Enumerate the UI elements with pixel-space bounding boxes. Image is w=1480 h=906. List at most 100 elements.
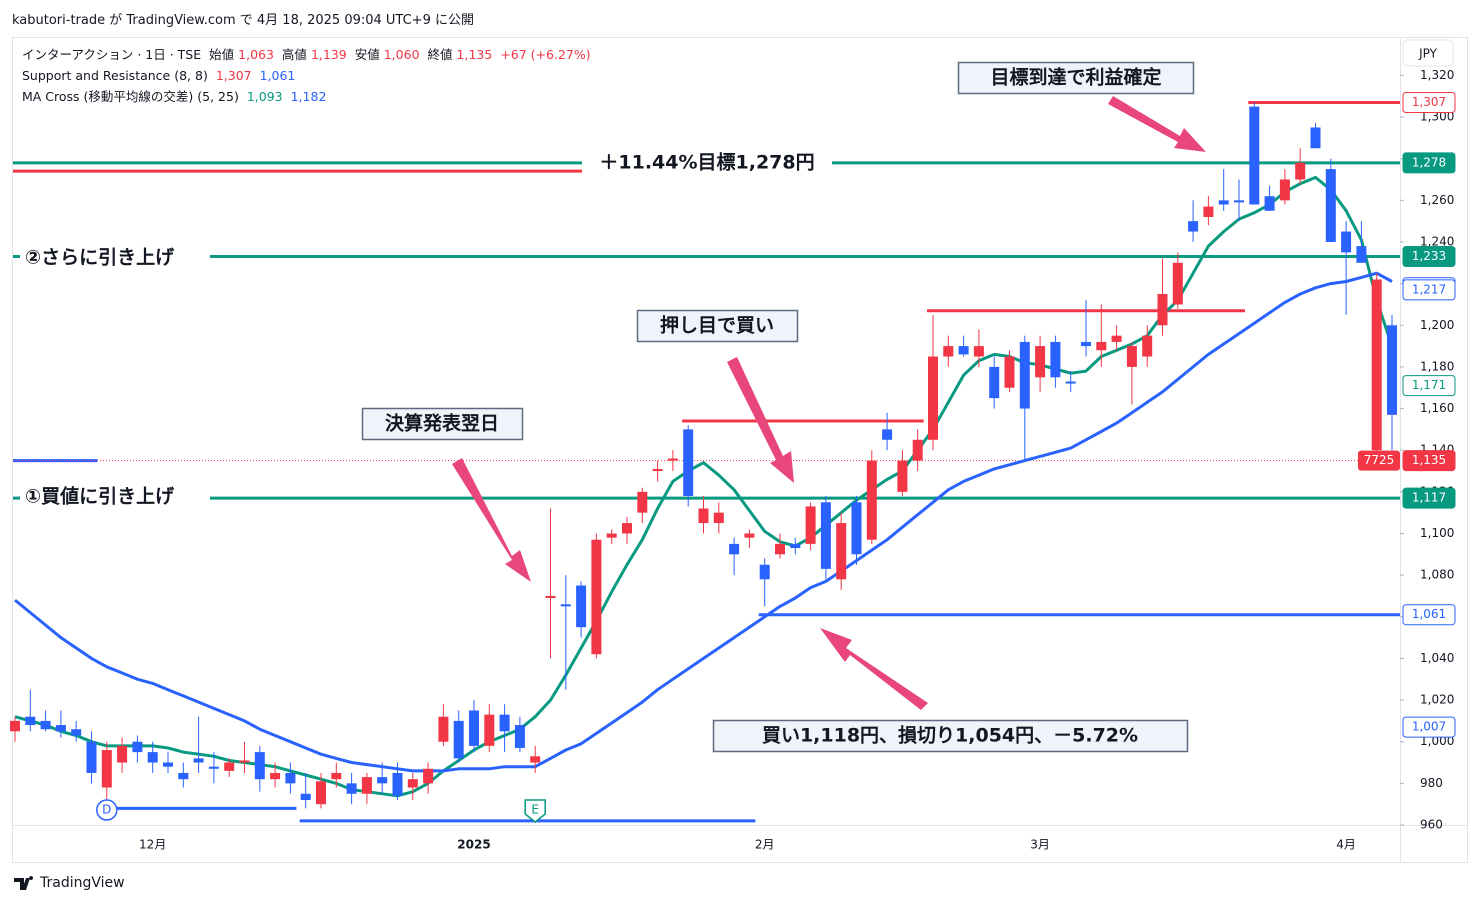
price-label: 1,307 — [1412, 95, 1446, 109]
arrows — [452, 96, 1206, 710]
candle-body — [545, 595, 556, 599]
candle-body — [25, 716, 36, 726]
candle-body — [1387, 325, 1397, 415]
currency: JPY — [1418, 47, 1438, 61]
candle-body — [851, 502, 862, 555]
candle-body — [224, 762, 235, 771]
price-label: 1,217 — [1412, 282, 1446, 296]
price-label-box — [1402, 487, 1456, 509]
symbol: インターアクション · 1日 · TSE — [22, 47, 202, 62]
indicator-value: 1,061 — [259, 68, 296, 83]
candle-body — [866, 460, 877, 540]
annotation-box — [361, 407, 524, 441]
y-tick-label: 980 — [1420, 776, 1443, 790]
candle-body — [86, 741, 97, 773]
candle-body — [469, 710, 479, 746]
candle-body — [1264, 196, 1275, 211]
candle-body — [10, 720, 20, 732]
y-tick-label: 1,000 — [1420, 734, 1454, 748]
candle-body — [361, 777, 372, 794]
label-bg — [582, 150, 832, 174]
indicator-value: 1,093 — [246, 89, 283, 104]
candle-body — [698, 508, 709, 524]
indicator-value: 1,182 — [290, 89, 327, 104]
legend-row: Support and Resistance (8, 8) 1,307 1,06… — [22, 65, 595, 86]
candle-body — [1249, 106, 1260, 205]
candle-body — [1188, 221, 1199, 232]
candle-body — [1111, 335, 1122, 342]
y-tick-label: 1,040 — [1420, 651, 1454, 665]
y-tick-label: 1,200 — [1420, 318, 1454, 332]
candle-body — [178, 772, 189, 780]
candle-body — [499, 714, 510, 732]
candle-body — [1142, 335, 1153, 357]
candle-body — [530, 756, 541, 763]
y-tick-label: 1,300 — [1420, 110, 1454, 124]
candle-body — [683, 429, 694, 497]
arrow — [452, 458, 531, 582]
candle-body — [759, 564, 770, 580]
indicator-value: 1,307 — [215, 68, 252, 83]
candle-body — [392, 772, 403, 796]
x-tick-label: 2025 — [457, 838, 490, 852]
y-tick-label: 1,020 — [1420, 693, 1454, 707]
candle-body — [55, 725, 66, 732]
y-tick-label: 1,160 — [1420, 401, 1454, 415]
event-label: E — [531, 803, 539, 817]
change: +67 (+6.27%) — [500, 47, 591, 62]
price-label: 1,117 — [1412, 491, 1446, 505]
price-label-box — [1402, 246, 1456, 268]
y-tick-label: 1,320 — [1420, 68, 1454, 82]
candle-body — [622, 523, 632, 534]
candle-body — [576, 585, 587, 628]
price-axis: JPY 960 980 1,000 1,020 1,040 1,060 1,080 1,100… — [139, 39, 1456, 852]
event-marker — [96, 799, 118, 821]
candle-body — [1356, 246, 1367, 263]
candle-body — [1050, 341, 1061, 378]
candle-body — [667, 458, 678, 461]
arrow — [727, 357, 794, 483]
annotation: ＋11.44%目標1,278円 — [599, 151, 814, 174]
candle-body — [208, 766, 219, 769]
candle-body — [744, 533, 755, 538]
candle-body — [820, 502, 831, 569]
arrow — [1108, 96, 1206, 152]
candle-body — [285, 772, 296, 784]
candle-body — [1081, 341, 1091, 347]
annotation-box — [957, 61, 1195, 95]
ohlc-label: 始値 — [209, 47, 235, 62]
candle-body — [973, 346, 984, 357]
candle-body — [1019, 341, 1030, 409]
annotation: 押し目で買い — [660, 314, 774, 337]
candle-body — [71, 729, 82, 736]
candle-body — [132, 741, 143, 753]
candle-body — [912, 439, 923, 461]
candle-body — [1371, 279, 1382, 451]
candle-body — [836, 523, 847, 580]
price-label-box — [1402, 279, 1456, 301]
x-tick-label: 3月 — [1030, 838, 1050, 852]
candle-body — [1325, 169, 1336, 242]
candle-body — [40, 720, 51, 730]
candle-body — [239, 760, 250, 763]
candle-body — [407, 779, 418, 788]
candle-body — [1096, 341, 1107, 351]
candle-body — [897, 460, 908, 492]
candle-body — [805, 506, 816, 544]
legend: インターアクション · 1日 · TSE 始値 1,063 高値 1,139 安値 1… — [22, 44, 595, 107]
ohlc-value: 1,063 — [238, 47, 274, 62]
annotation-box — [636, 309, 799, 343]
candle-body — [713, 512, 724, 524]
candle-body — [652, 468, 663, 472]
price-label: 1,171 — [1412, 378, 1446, 392]
candle-body — [331, 772, 342, 780]
price-label-box — [1402, 152, 1456, 174]
annotation: ①買値に引き上げ — [25, 486, 175, 508]
y-tick-label: 1,240 — [1420, 234, 1454, 248]
x-tick-label: 2月 — [755, 838, 775, 852]
candle-body — [775, 543, 785, 555]
candle-body — [147, 752, 158, 763]
price-label-box — [1402, 375, 1456, 397]
candle-body — [1065, 381, 1076, 384]
